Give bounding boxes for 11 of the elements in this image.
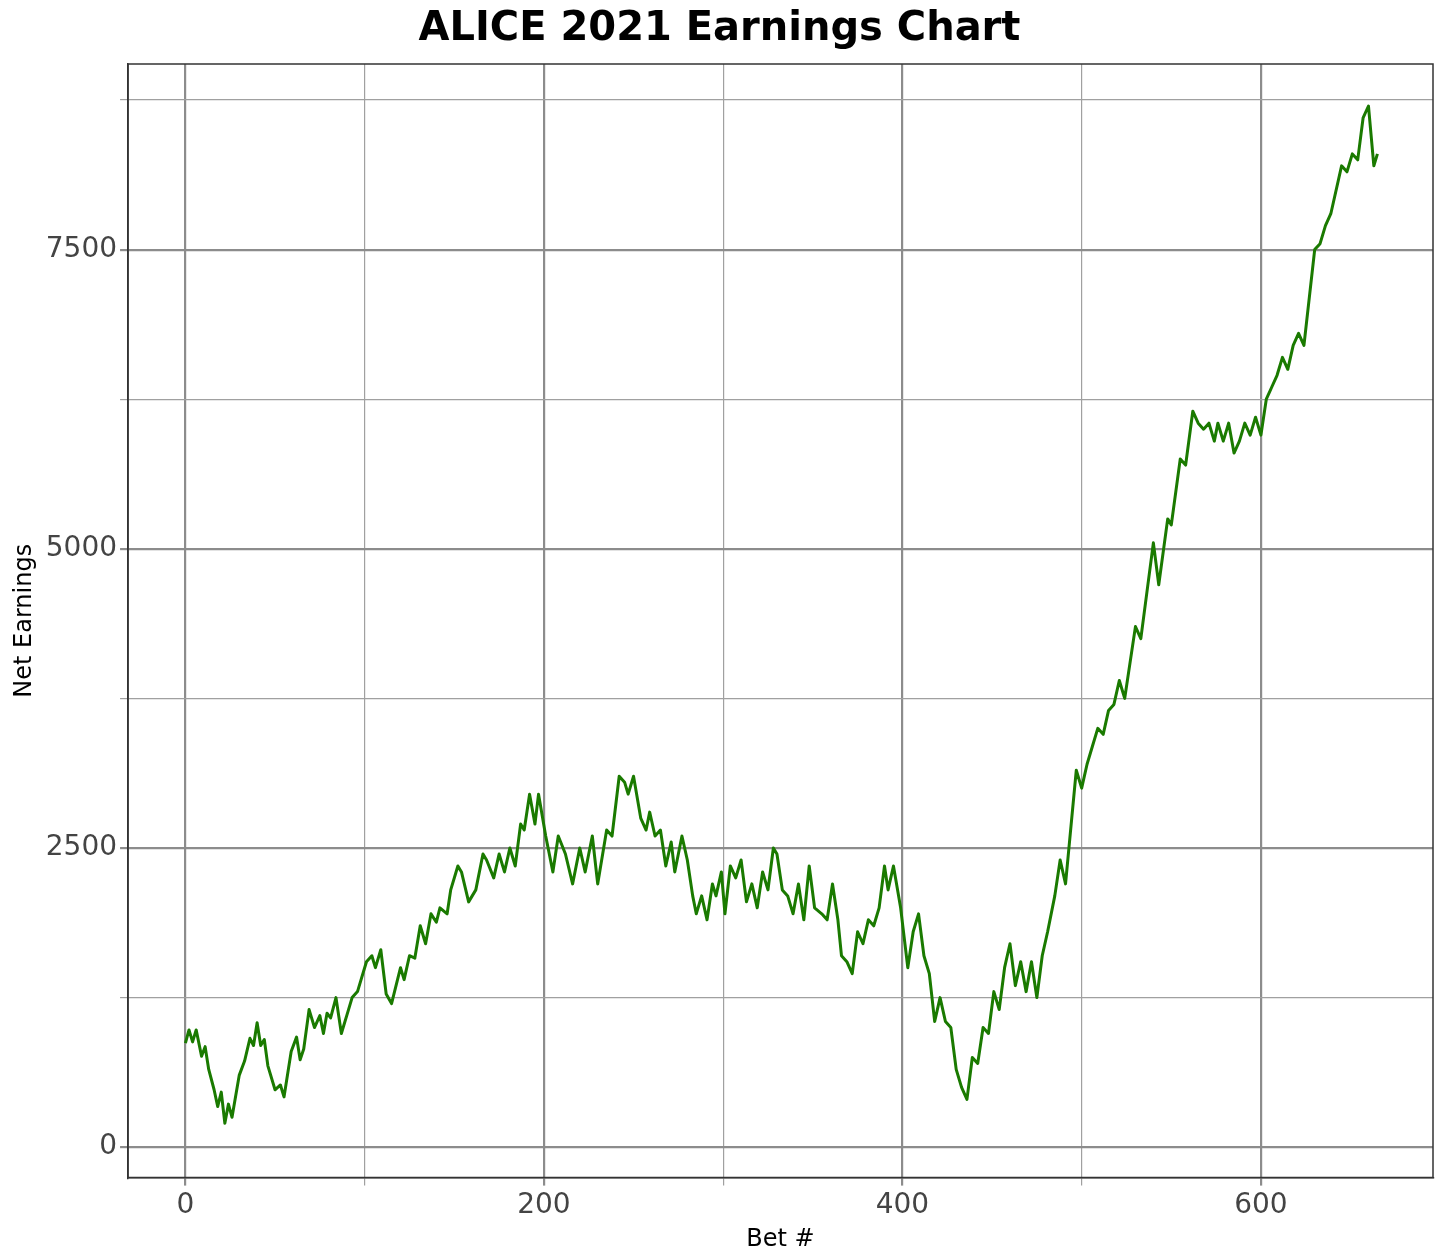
y-tick-label: 7500: [45, 230, 118, 264]
x-axis-title: Bet #: [746, 1223, 815, 1252]
x-tick-label: 0: [176, 1186, 195, 1220]
y-tick-label: 0: [99, 1128, 118, 1162]
x-tick-label: 600: [1234, 1186, 1288, 1220]
y-axis-title: Net Earnings: [8, 543, 37, 698]
y-tick-label: 2500: [45, 829, 118, 863]
x-tick-label: 400: [875, 1186, 930, 1220]
y-tick-label: 5000: [45, 530, 118, 564]
x-tick-label: 200: [517, 1186, 571, 1220]
chart-title: ALICE 2021 Earnings Chart: [418, 3, 1021, 50]
